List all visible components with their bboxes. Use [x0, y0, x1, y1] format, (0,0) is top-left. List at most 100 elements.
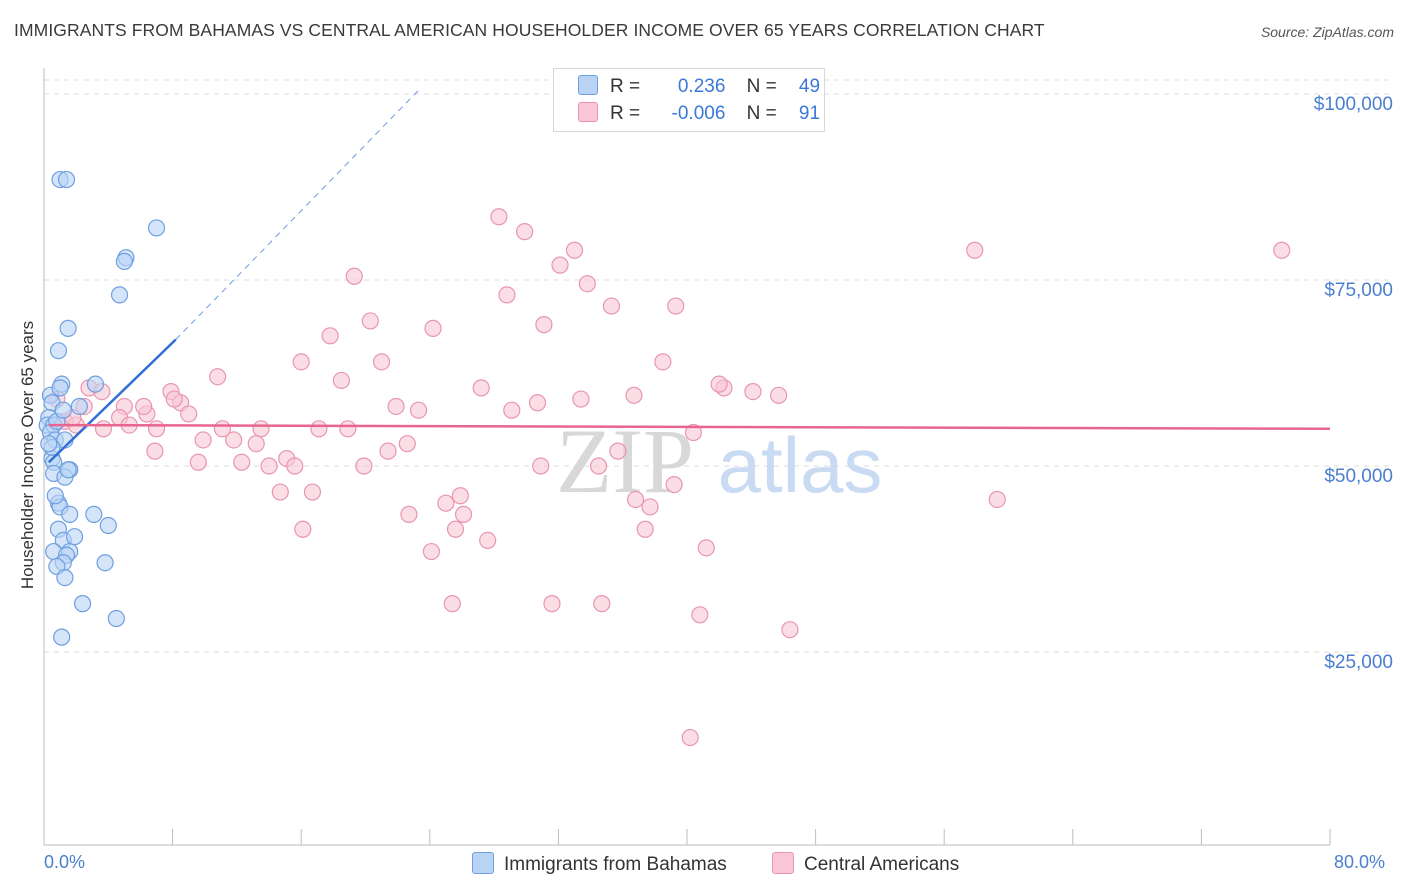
data-point-central-americans — [372, 353, 391, 371]
trend-line-central-americans — [48, 423, 1331, 431]
legend-n-label: N = — [746, 76, 777, 97]
data-point-central-americans — [697, 539, 715, 557]
legend-label-central-americans: Central Americans — [804, 854, 960, 875]
data-point-central-americans — [180, 405, 198, 423]
data-point-bahamas — [53, 628, 71, 646]
data-point-central-americans — [387, 397, 405, 416]
legend-swatch-bahamas — [472, 852, 494, 874]
legend-item-central-americans: Central Americans — [772, 852, 959, 876]
data-point-central-americans — [233, 453, 251, 471]
watermark-zip: ZIP — [556, 410, 694, 512]
y-axis-label: Householder Income Over 65 years — [18, 320, 37, 590]
series-central-americans — [48, 208, 1291, 747]
data-point-central-americans — [451, 487, 469, 505]
data-point-central-americans — [225, 431, 243, 449]
data-point-central-americans — [593, 595, 611, 613]
data-point-central-americans — [781, 621, 799, 639]
data-point-central-americans — [135, 397, 153, 416]
data-point-central-americans — [770, 386, 788, 404]
data-point-central-americans — [286, 457, 304, 475]
series-bahamas — [38, 170, 166, 646]
legend-swatch-central-americans — [772, 852, 794, 874]
data-point-central-americans — [339, 420, 357, 438]
data-point-central-americans — [443, 595, 461, 613]
data-point-central-americans — [165, 390, 183, 408]
data-point-central-americans — [551, 256, 569, 274]
data-point-central-americans — [503, 401, 521, 419]
data-point-central-americans — [665, 476, 683, 494]
data-point-central-americans — [988, 490, 1006, 509]
y-tick-label: $100,000 — [1314, 94, 1393, 115]
data-point-central-americans — [321, 327, 339, 345]
data-point-bahamas — [65, 528, 84, 546]
data-point-bahamas — [73, 595, 92, 613]
data-point-central-americans — [209, 368, 227, 386]
data-point-central-americans — [424, 319, 442, 337]
legend-n-value-pink: 91 — [798, 103, 821, 124]
data-point-central-americans — [437, 494, 455, 512]
y-tick-label: $75,000 — [1324, 280, 1393, 301]
data-point-central-americans — [479, 531, 497, 550]
data-point-central-americans — [409, 401, 428, 419]
data-point-central-americans — [626, 490, 645, 509]
data-point-central-americans — [565, 241, 584, 259]
data-point-central-americans — [636, 520, 654, 538]
data-point-bahamas — [40, 435, 58, 453]
data-point-central-americans — [625, 386, 643, 404]
data-point-bahamas — [85, 505, 103, 523]
x-tick-max: 80.0% — [1334, 852, 1386, 872]
data-point-central-americans — [398, 435, 416, 453]
data-point-bahamas — [107, 609, 125, 628]
data-point-central-americans — [303, 483, 322, 501]
data-point-central-americans — [454, 505, 473, 523]
data-point-bahamas — [54, 401, 72, 419]
data-point-central-americans — [146, 442, 164, 460]
data-point-central-americans — [1273, 241, 1291, 259]
data-point-central-americans — [94, 420, 113, 438]
data-point-central-americans — [446, 520, 465, 538]
data-point-central-americans — [422, 542, 441, 561]
legend-swatch-blue — [578, 75, 598, 95]
legend-item-bahamas: Immigrants from Bahamas — [472, 852, 727, 876]
data-point-bahamas — [49, 342, 68, 360]
trend-line-bahamas-extension — [175, 89, 419, 340]
data-point-central-americans — [271, 483, 289, 501]
data-point-central-americans — [609, 442, 627, 460]
data-point-central-americans — [252, 420, 270, 438]
data-point-bahamas — [110, 286, 129, 304]
data-point-central-americans — [543, 595, 561, 613]
data-point-central-americans — [528, 394, 547, 412]
data-point-central-americans — [247, 435, 265, 453]
legend-r-value-pink: -0.006 — [671, 103, 726, 124]
data-point-central-americans — [345, 267, 363, 285]
legend-r-label: R = — [610, 103, 641, 124]
data-point-central-americans — [710, 375, 728, 393]
source-label: Source: ZipAtlas.com — [1260, 24, 1394, 40]
legend-r-value-blue: 0.236 — [677, 76, 726, 97]
data-point-central-americans — [667, 297, 685, 315]
data-point-central-americans — [535, 316, 553, 334]
data-point-central-americans — [589, 457, 608, 475]
data-point-bahamas — [70, 397, 88, 416]
data-point-central-americans — [472, 379, 490, 397]
data-point-bahamas — [59, 319, 77, 337]
y-tick-labels: $25,000 $50,000 $75,000 $100,000 — [1314, 94, 1393, 673]
data-point-bahamas — [99, 516, 117, 535]
data-point-bahamas — [86, 375, 105, 393]
legend-r-label: R = — [610, 76, 641, 97]
y-tick-label: $25,000 — [1324, 652, 1393, 673]
data-point-central-americans — [490, 208, 508, 226]
stats-legend: R = 0.236 N = 49 R = -0.006 N = 91 — [553, 68, 825, 132]
data-point-central-americans — [189, 453, 207, 471]
data-point-central-americans — [641, 498, 659, 516]
data-point-central-americans — [602, 297, 621, 315]
data-point-central-americans — [532, 457, 550, 475]
x-tick-min: 0.0% — [44, 852, 86, 872]
data-point-central-americans — [379, 442, 397, 460]
data-point-central-americans — [400, 505, 418, 523]
legend-n-value-blue: 49 — [798, 76, 821, 97]
data-point-central-americans — [516, 223, 534, 241]
watermark-atlas: atlas — [718, 421, 883, 509]
data-point-central-americans — [332, 371, 350, 390]
